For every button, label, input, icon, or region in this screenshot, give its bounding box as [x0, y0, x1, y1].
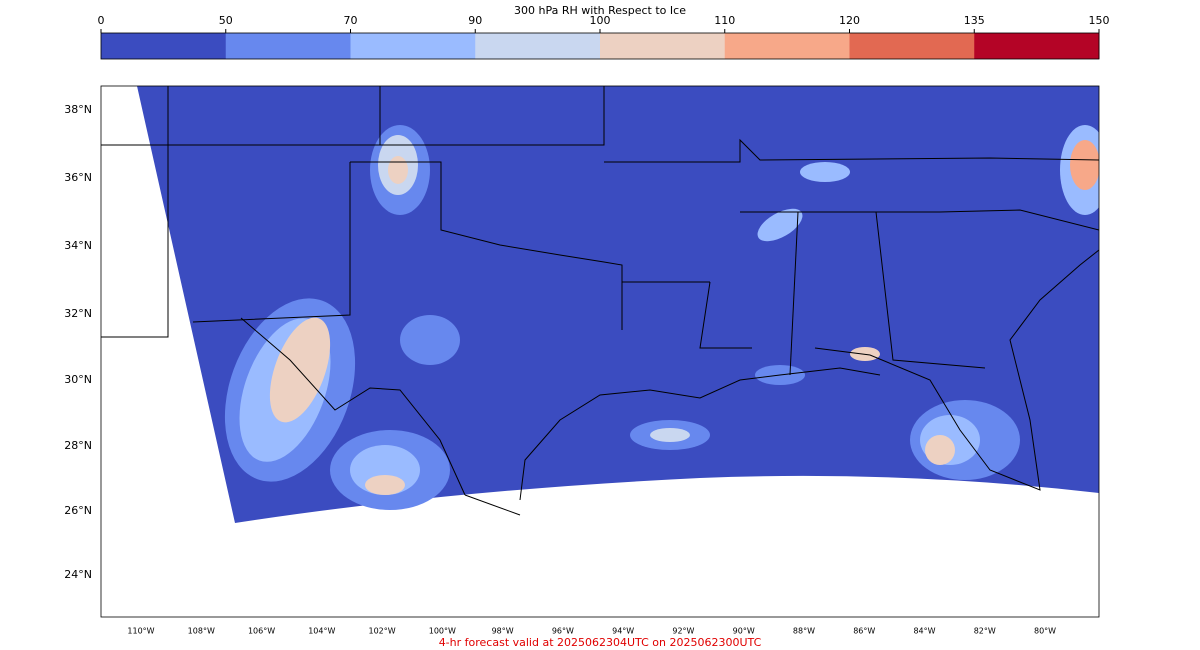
colorbar-tick-label: 100: [590, 14, 611, 27]
latitude-label: 38°N: [64, 103, 92, 116]
colorbar: 0 50 70 90 100 110 120 135 150: [98, 14, 1110, 60]
colorbar-title: 300 hPa RH with Respect to Ice: [514, 4, 686, 17]
longitude-label: 86°W: [853, 627, 875, 636]
colorbar-segment: [225, 33, 351, 59]
colorbar-segment: [101, 33, 227, 59]
state-borders: [101, 86, 1099, 516]
longitude-label: 90°W: [733, 627, 755, 636]
map: 38°N 36°N 34°N 32°N 30°N 28°N 26°N 24°N 110°W 108…: [64, 85, 1100, 636]
map-frame: [100, 85, 1100, 618]
latitude-label: 26°N: [64, 504, 92, 517]
colorbar-tick-label: 120: [839, 14, 860, 27]
longitude-label: 98°W: [492, 627, 514, 636]
longitude-label: 92°W: [672, 627, 694, 636]
longitude-label: 104°W: [308, 627, 335, 636]
latitude-label: 32°N: [64, 307, 92, 320]
colorbar-segment: [350, 33, 476, 59]
longitude-label: 88°W: [793, 627, 815, 636]
latitude-label: 24°N: [64, 568, 92, 581]
colorbar-tick-label: 70: [344, 14, 358, 27]
colorbar-segment: [600, 33, 726, 59]
latitude-label: 30°N: [64, 373, 92, 386]
longitude-label: 84°W: [913, 627, 935, 636]
rh-features: [224, 125, 1099, 510]
longitude-label: 106°W: [248, 627, 275, 636]
colorbar-tick-label: 110: [714, 14, 735, 27]
latitude-label: 28°N: [64, 439, 92, 452]
longitude-label: 94°W: [612, 627, 634, 636]
colorbar-segment: [475, 33, 601, 59]
longitude-label: 108°W: [188, 627, 215, 636]
longitude-label: 100°W: [429, 627, 456, 636]
longitude-label: 80°W: [1034, 627, 1056, 636]
colorbar-tick-label: 90: [468, 14, 482, 27]
colorbar-tick-label: 50: [219, 14, 233, 27]
latitude-label: 36°N: [64, 171, 92, 184]
colorbar-tick-label: 0: [98, 14, 105, 27]
longitude-label: 102°W: [368, 627, 395, 636]
colorbar-segment: [849, 33, 975, 59]
colorbar-segment: [974, 33, 1100, 59]
longitude-label: 82°W: [974, 627, 996, 636]
colorbar-segment: [724, 33, 850, 59]
colorbar-tick-label: 135: [964, 14, 985, 27]
latitude-label: 34°N: [64, 239, 92, 252]
longitude-label: 96°W: [552, 627, 574, 636]
longitude-label: 110°W: [127, 627, 154, 636]
footer: 4-hr forecast valid at 2025062304UTC on …: [439, 636, 762, 649]
colorbar-tick-label: 150: [1089, 14, 1110, 27]
